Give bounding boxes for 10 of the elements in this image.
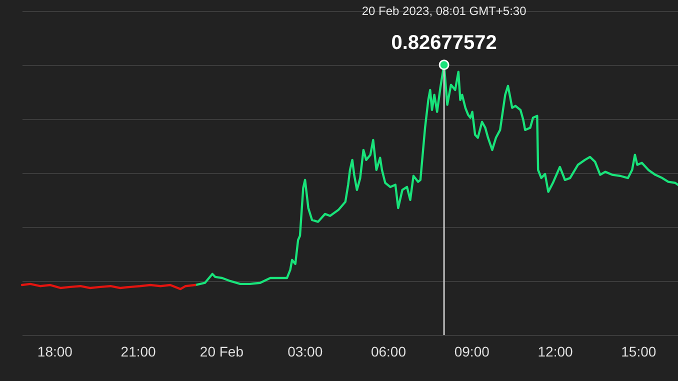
x-tick-label: 20 Feb [200,344,244,360]
x-tick-label: 15:00 [621,344,656,360]
annotation: 0.82677572 [391,32,497,54]
x-tick-label: 18:00 [37,344,73,360]
x-tick-label: 03:00 [288,344,323,360]
x-tick-label: 21:00 [120,344,156,360]
x-tick-label: 12:00 [538,344,573,360]
x-tick-label: 09:00 [454,344,490,360]
text: 20 Feb 2023, 08:01 GMT+5:30 [362,4,527,18]
x-tick-label: 06:00 [370,344,406,360]
